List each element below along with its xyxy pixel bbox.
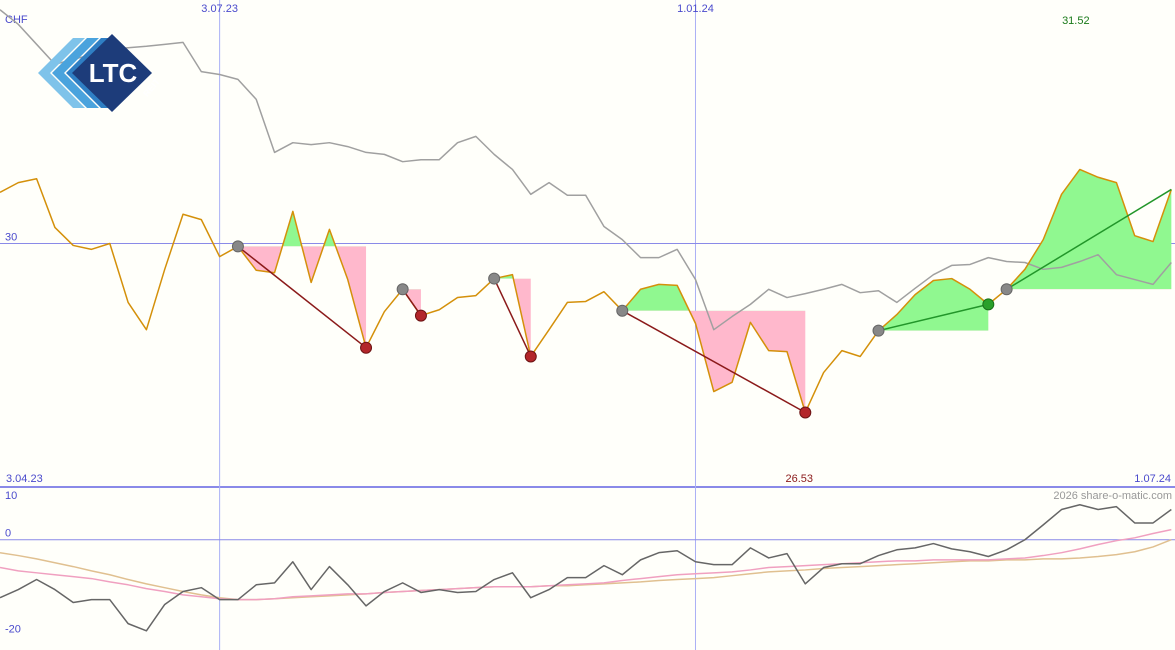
series-line (0, 9, 1172, 331)
y-tick-label: -20 (5, 624, 21, 636)
currency: CHF (5, 14, 28, 26)
series-line (0, 503, 1172, 632)
high-label: 31.52 (1062, 15, 1090, 27)
signal-line (493, 278, 532, 357)
series-line (0, 528, 1172, 601)
low-label: 26.53 (786, 473, 814, 485)
x-tick-label: 1.01.24 (677, 3, 714, 15)
signal-end (799, 406, 812, 419)
logo-diamond (72, 34, 152, 112)
logo-chevron (38, 38, 85, 108)
signal-line (1006, 188, 1172, 290)
signal-end (360, 341, 373, 354)
y-tick-label: 10 (5, 490, 17, 502)
signal-start (488, 272, 501, 285)
signal-end (414, 309, 427, 322)
series-line (0, 168, 1173, 414)
signal-fill (622, 284, 806, 311)
start-date: 3.04.23 (6, 473, 43, 485)
signal-line (237, 245, 367, 349)
logo-chevron (52, 38, 99, 108)
signal-start (872, 324, 885, 337)
credit: 2026 share-o-matic.com (1053, 490, 1172, 502)
signal-line (878, 303, 989, 332)
signal-start (1000, 283, 1013, 296)
signal-fill (878, 278, 989, 331)
logo-name: LTC (89, 58, 138, 88)
end-date: 1.07.24 (1134, 473, 1171, 485)
signal-fill (1006, 169, 1172, 290)
signal-fill (494, 278, 531, 357)
signal-start (396, 283, 409, 296)
signal-end (524, 350, 537, 363)
signal-line (621, 310, 806, 414)
y-tick-label: 0 (5, 528, 11, 540)
signal-start (231, 240, 244, 253)
x-tick-label: 3.07.23 (201, 3, 238, 15)
signal-end (982, 298, 995, 311)
series-line (0, 539, 1172, 601)
signal-start (616, 304, 629, 317)
y-tick-label: 30 (5, 231, 17, 243)
